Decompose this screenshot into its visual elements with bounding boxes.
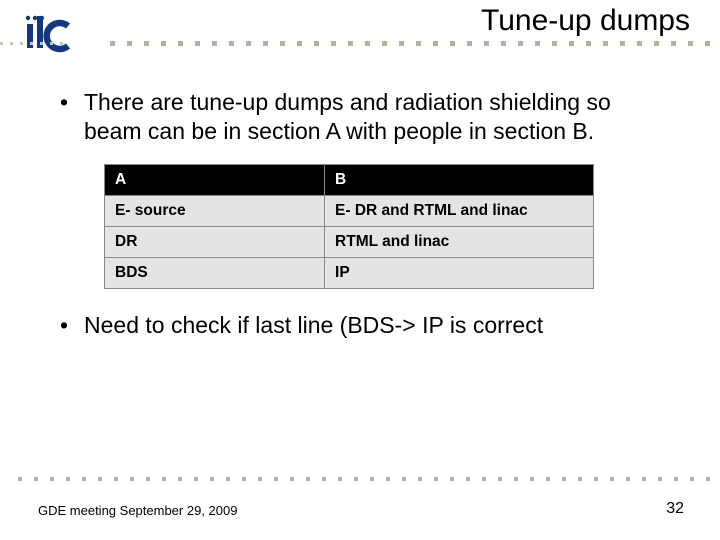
cell: IP (325, 257, 594, 288)
footer-text: GDE meeting September 29, 2009 (38, 503, 237, 518)
cell: E- DR and RTML and linac (325, 195, 594, 226)
bullet-item: • Need to check if last line (BDS-> IP i… (60, 311, 660, 340)
slide-content: • There are tune-up dumps and radiation … (0, 70, 720, 339)
cell: RTML and linac (325, 226, 594, 257)
slide-title: Tune-up dumps (481, 4, 690, 38)
col-header-b: B (325, 164, 594, 195)
table-header-row: A B (105, 164, 594, 195)
table-row: DR RTML and linac (105, 226, 594, 257)
cell: DR (105, 226, 325, 257)
page-number: 32 (666, 500, 684, 518)
table-row: E- source E- DR and RTML and linac (105, 195, 594, 226)
col-header-a: A (105, 164, 325, 195)
slide-header: Tune-up dumps (0, 0, 720, 70)
bullet-text: Need to check if last line (BDS-> IP is … (84, 311, 660, 340)
bullet-item: • There are tune-up dumps and radiation … (60, 88, 660, 146)
table-row: BDS IP (105, 257, 594, 288)
decorative-dots-bottom (0, 470, 720, 484)
bullet-marker: • (60, 311, 84, 340)
bullet-text: There are tune-up dumps and radiation sh… (84, 88, 660, 146)
cell: E- source (105, 195, 325, 226)
sections-table: A B E- source E- DR and RTML and linac D… (104, 164, 594, 289)
bullet-marker: • (60, 88, 84, 146)
cell: BDS (105, 257, 325, 288)
